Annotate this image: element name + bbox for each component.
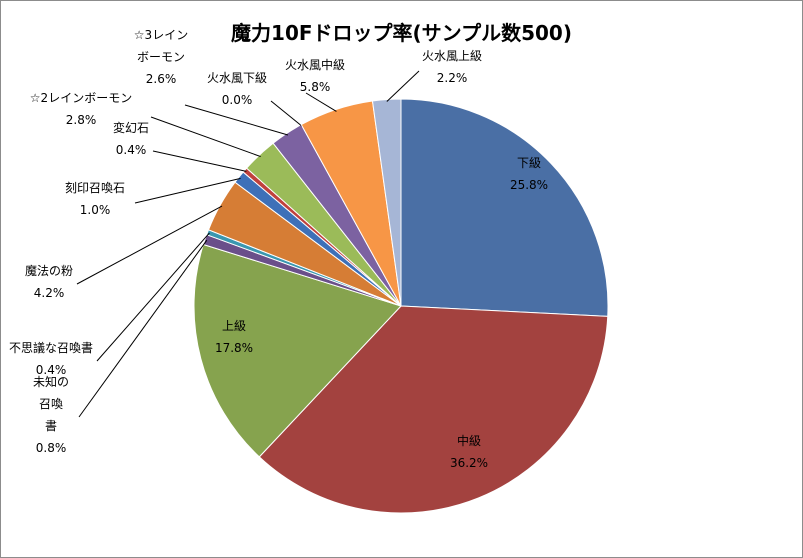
leader-line-5 <box>96 232 210 362</box>
pie-slice-2 <box>258 305 609 514</box>
leader-line-4 <box>78 239 208 418</box>
data-label-2: 中級 36.2% <box>450 433 488 470</box>
leader-line-8 <box>152 150 247 172</box>
data-label-1: 下級 25.8% <box>510 156 548 192</box>
data-label-7: 刻印召喚石 1.0% <box>65 181 125 217</box>
leader-line-9 <box>150 116 261 158</box>
leader-line-13 <box>386 70 420 102</box>
chart-title: 魔力10Fドロップ率(サンプル数500) <box>231 21 572 45</box>
data-label-6: 魔法の粉 4.2% <box>25 263 73 300</box>
leader-line-10 <box>184 104 289 136</box>
data-label-11: 火水風下級 0.0% <box>207 71 267 107</box>
pie-slice-3 <box>193 243 402 458</box>
data-label-10: ☆3レインボーモン 2.6% <box>134 28 188 86</box>
data-label-5: 不思議な召喚書 0.4% <box>9 341 93 377</box>
data-label-8: 変幻石 0.4% <box>113 120 149 157</box>
leader-line-6 <box>76 205 223 285</box>
leader-line-7 <box>134 177 241 204</box>
data-label-4: 未知の召喚書 0.8% <box>33 375 69 455</box>
data-label-9: ☆2レインボーモン 2.8% <box>30 91 132 127</box>
data-label-12: 火水風中級 5.8% <box>285 57 345 94</box>
leader-line-12 <box>305 92 337 112</box>
leader-line-11 <box>270 100 303 127</box>
pie-slice-13 <box>371 98 402 307</box>
data-label-13: 火水風上級 2.2% <box>422 49 482 85</box>
data-label-3: 上級 17.8% <box>215 319 253 355</box>
pie-slice-1 <box>400 98 609 317</box>
